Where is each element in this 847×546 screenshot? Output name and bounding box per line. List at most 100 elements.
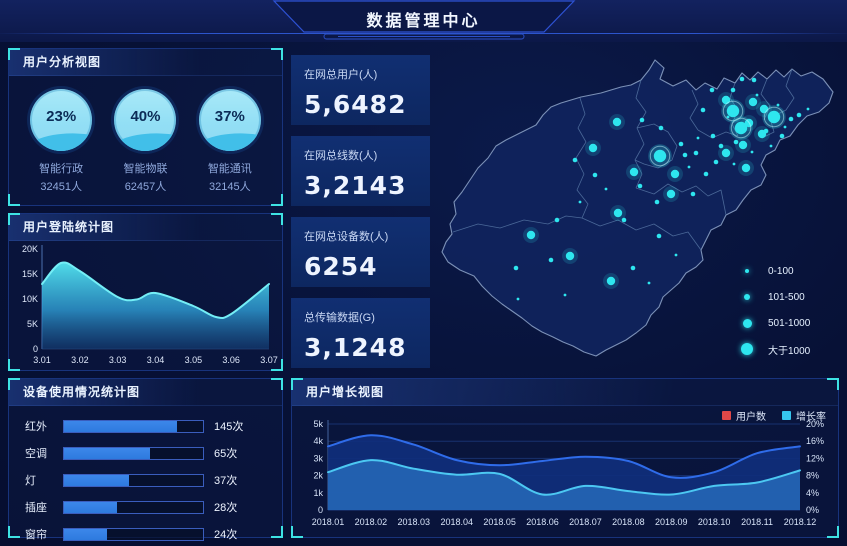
gauge-2: 37% 智能通讯 32145人 <box>191 89 269 194</box>
panel-corner-br <box>827 526 839 538</box>
svg-text:1k: 1k <box>313 488 323 498</box>
gauge-percent: 23% <box>46 108 77 125</box>
header-band: 数据管理中心 <box>0 0 847 42</box>
device-usage-value: 28次 <box>214 502 238 514</box>
stat-card-1: 在网总线数(人) 3,2143 <box>291 136 430 206</box>
map-legend-row-1[interactable]: 101-500 <box>738 284 810 310</box>
map-dot-tier4 <box>734 121 748 135</box>
svg-text:0: 0 <box>33 344 38 354</box>
map-legend-row-3[interactable]: 大于1000 <box>738 336 810 362</box>
map-dot-tier2 <box>690 191 696 197</box>
device-name: 空调 <box>25 448 47 460</box>
svg-text:0%: 0% <box>806 505 819 515</box>
gauge-count: 32451人 <box>40 181 82 193</box>
map-dot-tier2 <box>796 112 802 118</box>
device-usage-value: 65次 <box>214 448 238 460</box>
svg-text:2018.10: 2018.10 <box>698 517 731 527</box>
device-name: 红外 <box>25 421 47 433</box>
map-dot-tier1 <box>563 293 567 297</box>
device-name: 灯 <box>25 475 36 487</box>
map-dot-tier2 <box>730 87 736 93</box>
map-dot-tier1 <box>783 125 787 129</box>
map-dot-tier3 <box>738 140 748 150</box>
map-dot-tier1 <box>806 107 810 111</box>
panel-login-stats: 用户登陆统计图 0 5K 10K 15K 20K 3.01 3.02 3.03 3.04 3.05… <box>8 213 283 371</box>
stat-label: 在网总线数(人) <box>304 150 378 162</box>
svg-text:2018.08: 2018.08 <box>612 517 645 527</box>
map-dot-tier3 <box>612 117 622 127</box>
gauge-percent: 37% <box>214 108 245 125</box>
svg-text:3.04: 3.04 <box>147 355 165 365</box>
liquid-gauge: 23% <box>30 89 93 151</box>
device-usage-bar-fill <box>64 447 151 459</box>
map-dot-tier2 <box>703 171 709 177</box>
map-dot-tier3 <box>588 143 598 153</box>
map-dot-tier2 <box>621 217 627 223</box>
map-legend: 0-100 101-500 501-1000 大于1000 <box>738 258 810 362</box>
region-map: 0-100 101-500 501-1000 大于1000 <box>430 46 847 378</box>
stat-value: 5,6482 <box>304 90 407 119</box>
gauge-label: 智能物联 <box>123 163 168 175</box>
svg-text:2018.07: 2018.07 <box>569 517 602 527</box>
gauge-row: 23% 智能行政 32451人 40% 智能物联 62457人 37% 智能通讯 32145人 <box>9 76 282 194</box>
svg-text:2018.05: 2018.05 <box>483 517 516 527</box>
map-dot-tier2 <box>709 87 715 93</box>
map-legend-dot <box>742 318 752 328</box>
svg-text:0: 0 <box>318 505 323 515</box>
device-usage-row: 红外 145次 <box>25 418 266 434</box>
device-usage-bar <box>63 446 204 460</box>
map-dot-tier4 <box>653 149 667 163</box>
panel-corner-tr <box>271 213 283 225</box>
stat-card-2: 在网总设备数(人) 6254 <box>291 217 430 287</box>
map-legend-label: 101-500 <box>768 291 805 303</box>
svg-text:2018.03: 2018.03 <box>398 517 431 527</box>
panel-title-login-stats: 用户登陆统计图 <box>9 214 282 241</box>
map-dot-tier1 <box>726 115 730 119</box>
device-usage-bar <box>63 527 204 541</box>
map-outline <box>441 59 834 357</box>
map-legend-row-0[interactable]: 0-100 <box>738 258 810 284</box>
panel-user-analysis: 用户分析视图 23% 智能行政 32451人 40% 智能物联 62457人 37% 智能通讯… <box>8 48 283 206</box>
map-dot-tier1 <box>732 162 736 166</box>
panel-corner-bl <box>291 526 303 538</box>
map-legend-dot <box>741 343 753 355</box>
map-dot-tier1 <box>516 297 520 301</box>
map-dot-tier1 <box>687 165 691 169</box>
panel-title-device-usage: 设备使用情况统计图 <box>9 379 282 406</box>
gauge-1: 40% 智能物联 62457人 <box>106 89 184 194</box>
device-usage-bar-fill <box>64 474 130 486</box>
device-usage-bar-fill <box>64 501 117 513</box>
panel-corner-br <box>271 526 283 538</box>
map-dot-tier1 <box>755 93 759 97</box>
svg-text:2018.04: 2018.04 <box>440 517 473 527</box>
svg-text:2018.11: 2018.11 <box>741 517 773 527</box>
svg-text:20%: 20% <box>806 419 824 429</box>
map-dot-tier2 <box>739 76 745 82</box>
device-usage-bar <box>63 419 204 433</box>
svg-text:12%: 12% <box>806 453 824 463</box>
map-dot-tier2 <box>656 233 662 239</box>
gauge-count: 32145人 <box>209 181 251 193</box>
map-legend-label: 0-100 <box>768 265 794 277</box>
legend-item-用户数[interactable]: 用户数 <box>722 408 766 423</box>
map-dot-tier1 <box>696 136 700 140</box>
map-legend-dot-col <box>738 294 756 300</box>
panel-corner-tl <box>8 378 20 390</box>
map-dot-tier2 <box>733 139 739 145</box>
panel-corner-br <box>271 194 283 206</box>
panel-user-growth: 用户增长视图 用户数 增长率 0 1k 2k 3k 4k 5k 0% 4% 8% 12% 16% 20%… <box>291 378 839 538</box>
map-dot-tier3 <box>666 189 676 199</box>
map-dot-tier3 <box>526 230 536 240</box>
legend-item-增长率[interactable]: 增长率 <box>782 408 826 423</box>
stat-value: 3,2143 <box>304 171 407 200</box>
map-legend-row-2[interactable]: 501-1000 <box>738 310 810 336</box>
svg-text:3.03: 3.03 <box>109 355 127 365</box>
panel-corner-tl <box>291 378 303 390</box>
device-usage-list: 红外 145次 空调 65次灯 37次 插座 28次 窗帘 24次 <box>9 406 282 542</box>
legend-label: 用户数 <box>736 412 766 423</box>
login-area-chart: 0 5K 10K 15K 20K 3.01 3.02 3.03 3.04 3.05 3.06 3.07 <box>22 244 278 365</box>
map-dot-tier2 <box>751 77 757 83</box>
device-usage-value: 24次 <box>214 529 238 541</box>
map-dot-tier2 <box>639 117 645 123</box>
map-dot-tier2 <box>710 133 716 139</box>
